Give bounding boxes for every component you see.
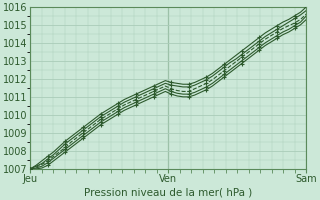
- X-axis label: Pression niveau de la mer( hPa ): Pression niveau de la mer( hPa ): [84, 187, 252, 197]
